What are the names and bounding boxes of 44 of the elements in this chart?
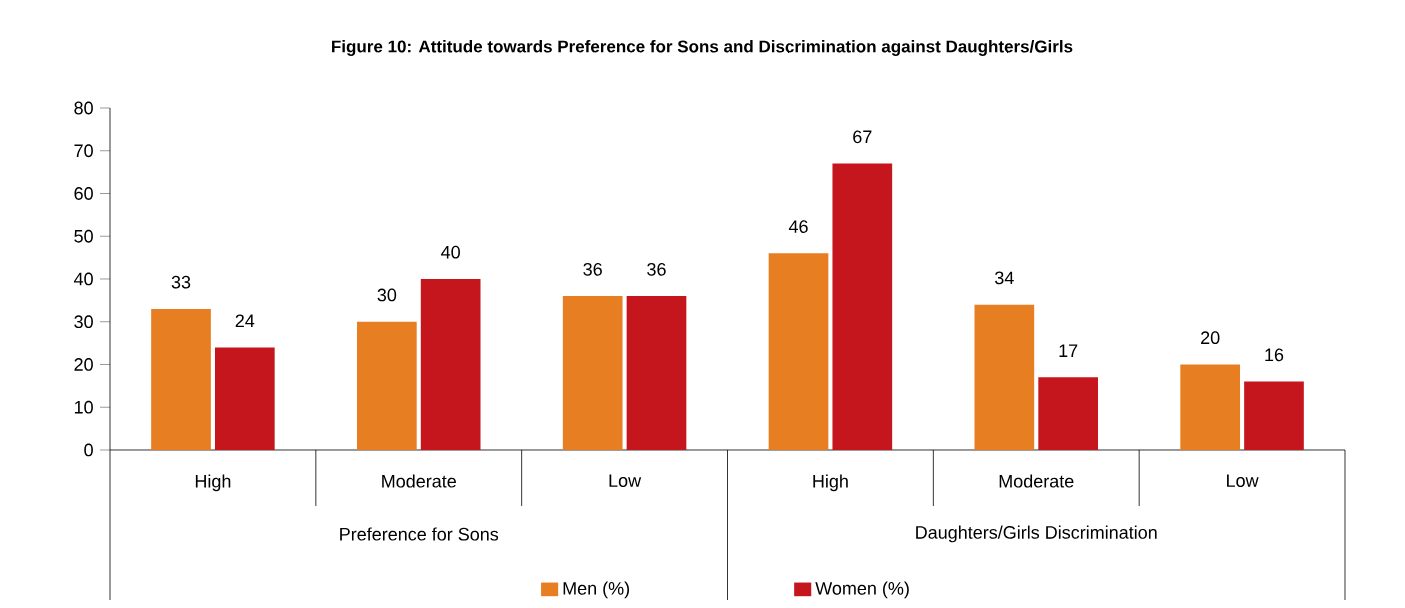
y-tick-label: 0 [84, 443, 93, 457]
bar [1038, 377, 1098, 450]
chart-title: Figure 10: Attitude towards Preference for Sons and Discrimination against Daughters/Girls [332, 40, 1073, 56]
data-label: 36 [583, 262, 602, 276]
y-tick-label: 50 [74, 229, 93, 243]
bar [626, 296, 687, 450]
y-tick-label: 10 [74, 400, 93, 414]
data-label: 36 [647, 262, 666, 276]
y-tick-label: 20 [74, 358, 93, 371]
bar [768, 253, 829, 450]
x-tick-label: Moderate [999, 474, 1074, 488]
bar [214, 347, 275, 450]
data-label: 24 [235, 314, 255, 327]
x-tick-label: Low [1227, 474, 1259, 487]
y-tick-label: 80 [74, 101, 93, 115]
data-label: 20 [1201, 331, 1220, 345]
data-label: 33 [171, 275, 191, 289]
legend-label: Men (%) [563, 581, 630, 599]
data-label: 30 [377, 288, 397, 302]
bar [562, 296, 623, 450]
y-tick-label: 30 [74, 315, 93, 329]
data-label: 67 [853, 130, 872, 144]
legend-label: Women (%) [815, 581, 909, 599]
data-label: 16 [1265, 348, 1284, 362]
y-tick-label: 40 [73, 272, 93, 286]
bar [357, 321, 417, 450]
x-tick-label: Moderate [382, 474, 456, 488]
data-label: 34 [995, 271, 1014, 285]
text: Daughters/Girls Discrimination [916, 525, 1157, 543]
x-tick-label: Low [609, 474, 642, 487]
x-tick-label: High [813, 474, 848, 492]
y-tick-label: 60 [74, 187, 93, 200]
data-label: 40 [441, 245, 460, 259]
y-tick-label: 70 [74, 144, 93, 158]
bar [832, 163, 893, 450]
text: Preference for Sons [340, 527, 499, 541]
bar [1180, 364, 1241, 450]
bar [1244, 381, 1304, 450]
bar [974, 304, 1035, 450]
bar [151, 308, 211, 450]
x-tick-label: High [195, 474, 231, 492]
data-label: 46 [788, 220, 808, 233]
bar [420, 278, 481, 450]
data-label: 17 [1059, 344, 1078, 357]
